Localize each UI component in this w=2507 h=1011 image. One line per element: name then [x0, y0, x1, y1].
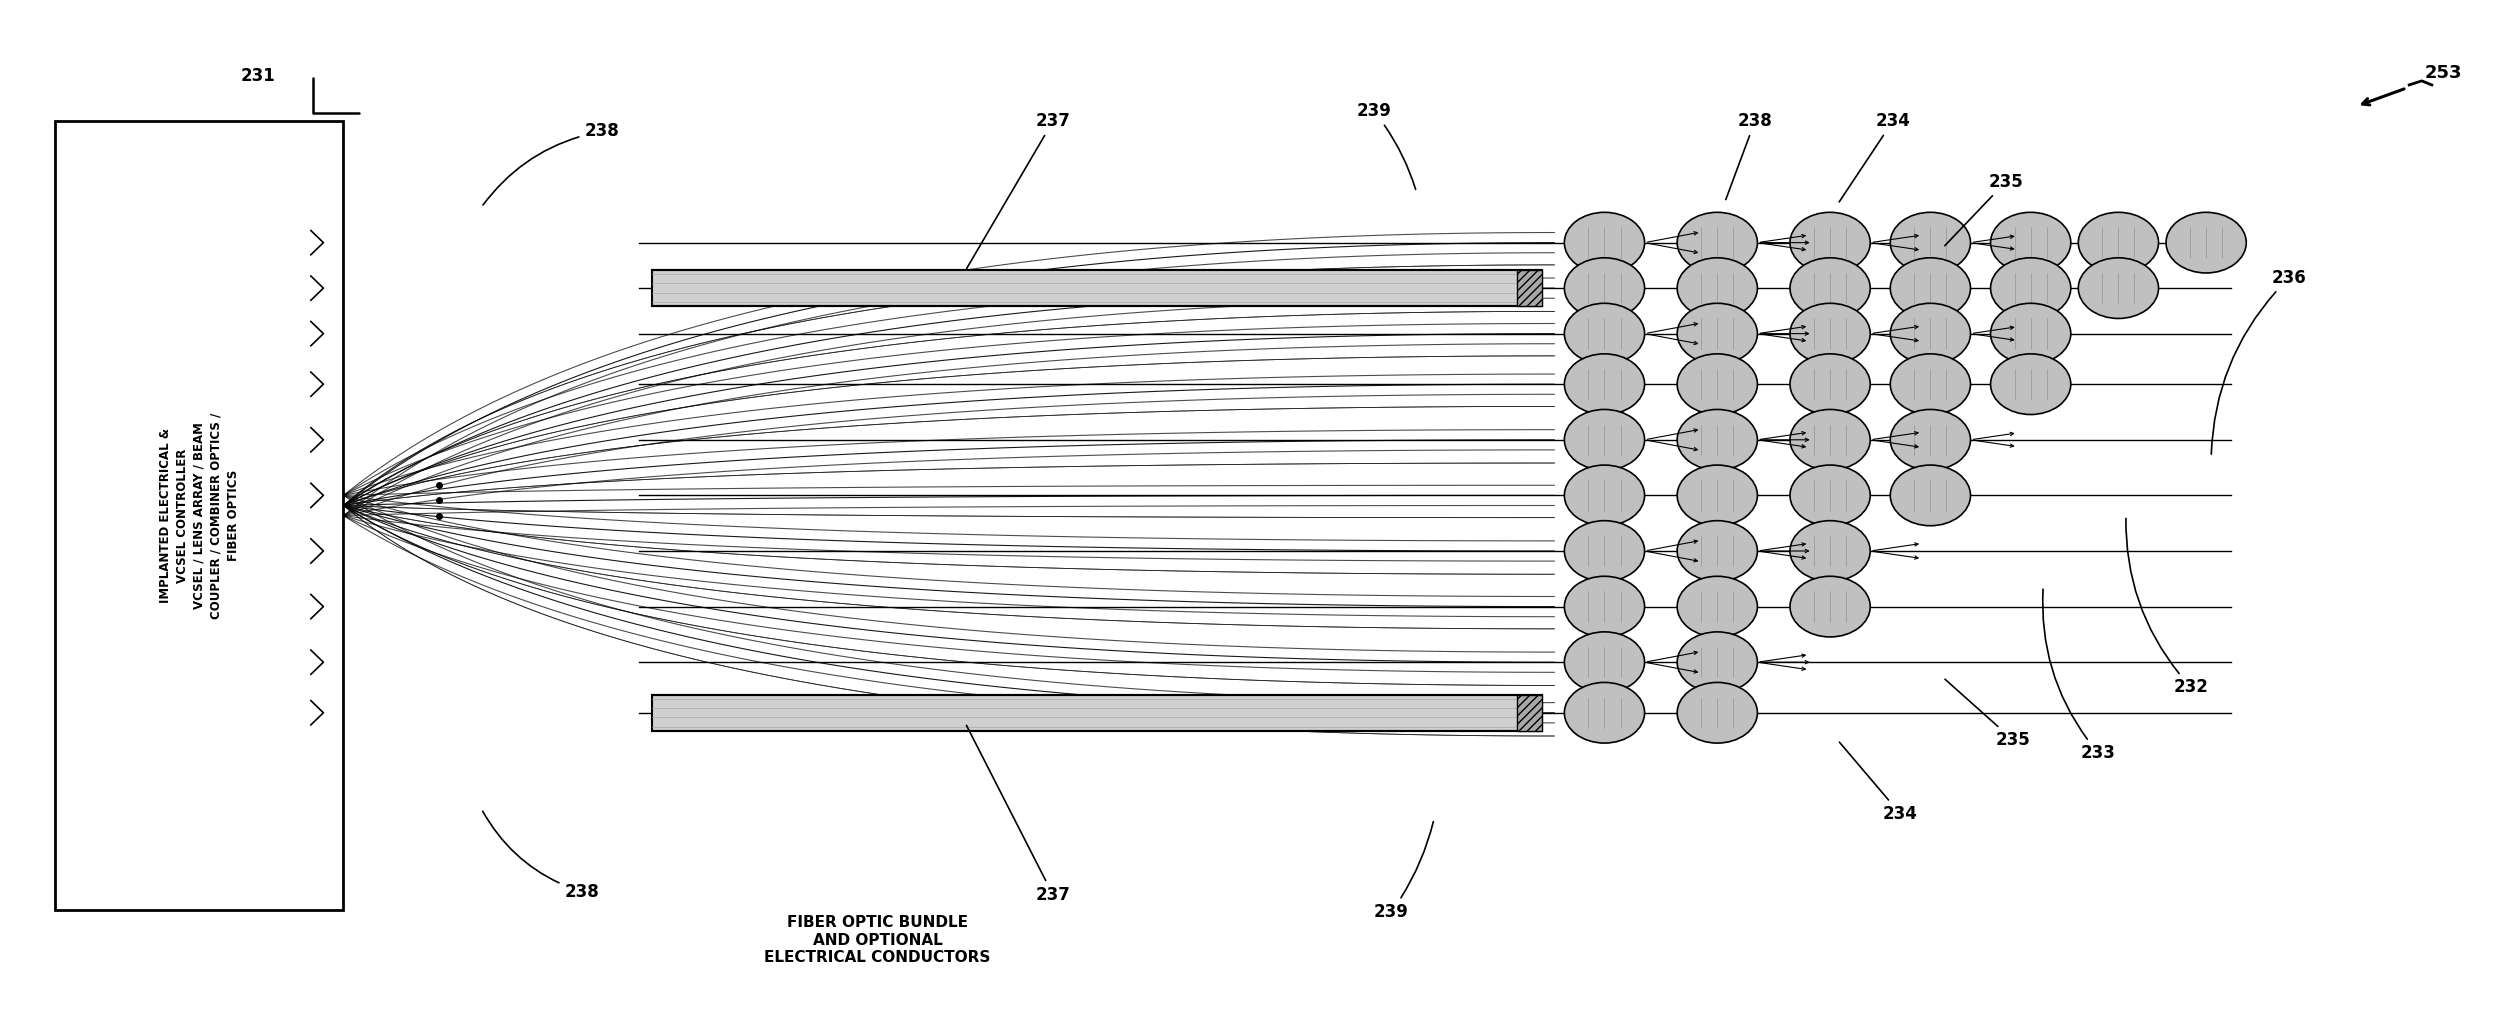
Ellipse shape: [1677, 521, 1757, 581]
Ellipse shape: [2078, 258, 2159, 318]
Text: 238: 238: [484, 122, 619, 205]
Text: 234: 234: [1840, 112, 1910, 202]
Bar: [1517, 695, 1542, 731]
Ellipse shape: [1790, 303, 1870, 364]
Ellipse shape: [2078, 212, 2159, 273]
Ellipse shape: [2166, 212, 2246, 273]
Ellipse shape: [1677, 354, 1757, 415]
Ellipse shape: [1677, 409, 1757, 470]
Text: 238: 238: [484, 811, 599, 901]
Ellipse shape: [1564, 409, 1645, 470]
Ellipse shape: [1677, 465, 1757, 526]
Ellipse shape: [1677, 632, 1757, 693]
Ellipse shape: [1564, 212, 1645, 273]
Text: 235: 235: [1945, 679, 2031, 749]
Bar: [652, 270, 1542, 306]
Ellipse shape: [1677, 303, 1757, 364]
Ellipse shape: [1564, 303, 1645, 364]
Ellipse shape: [1564, 258, 1645, 318]
Ellipse shape: [1564, 682, 1645, 743]
Ellipse shape: [1790, 465, 1870, 526]
Ellipse shape: [1564, 354, 1645, 415]
Text: 237: 237: [968, 725, 1070, 904]
Ellipse shape: [1991, 258, 2071, 318]
Text: IMPLANTED ELECTRICAL &
VCSEL CONTROLLER
VCSEL / LENS ARRAY / BEAM
COUPLER / COMB: IMPLANTED ELECTRICAL & VCSEL CONTROLLER …: [158, 412, 241, 619]
Text: 238: 238: [1725, 112, 1772, 199]
Ellipse shape: [1890, 465, 1971, 526]
Ellipse shape: [1790, 212, 1870, 273]
Ellipse shape: [1677, 682, 1757, 743]
Ellipse shape: [1991, 303, 2071, 364]
Ellipse shape: [1677, 576, 1757, 637]
Bar: [55, 121, 343, 910]
Ellipse shape: [1890, 409, 1971, 470]
Ellipse shape: [1564, 465, 1645, 526]
Ellipse shape: [1991, 354, 2071, 415]
Text: 239: 239: [1374, 822, 1434, 921]
Ellipse shape: [1790, 521, 1870, 581]
Text: 234: 234: [1840, 742, 1918, 823]
Ellipse shape: [1677, 212, 1757, 273]
Text: 236: 236: [2211, 269, 2306, 454]
Ellipse shape: [1991, 212, 2071, 273]
Ellipse shape: [1790, 354, 1870, 415]
Text: 253: 253: [2424, 64, 2462, 82]
Text: 235: 235: [1945, 173, 2023, 246]
Ellipse shape: [1890, 212, 1971, 273]
Text: 239: 239: [1356, 102, 1416, 189]
Text: 233: 233: [2043, 589, 2116, 762]
Ellipse shape: [1890, 303, 1971, 364]
Text: 237: 237: [968, 112, 1070, 269]
Ellipse shape: [1564, 576, 1645, 637]
Ellipse shape: [1790, 258, 1870, 318]
Text: FIBER OPTIC BUNDLE
AND OPTIONAL
ELECTRICAL CONDUCTORS: FIBER OPTIC BUNDLE AND OPTIONAL ELECTRIC…: [765, 915, 990, 966]
Ellipse shape: [1677, 258, 1757, 318]
Bar: [1517, 270, 1542, 306]
Ellipse shape: [1564, 521, 1645, 581]
Ellipse shape: [1790, 576, 1870, 637]
Ellipse shape: [1564, 632, 1645, 693]
Bar: [652, 695, 1542, 731]
Text: 232: 232: [2126, 519, 2209, 697]
Ellipse shape: [1890, 354, 1971, 415]
Ellipse shape: [1890, 258, 1971, 318]
Ellipse shape: [1790, 409, 1870, 470]
Text: 231: 231: [241, 67, 276, 85]
